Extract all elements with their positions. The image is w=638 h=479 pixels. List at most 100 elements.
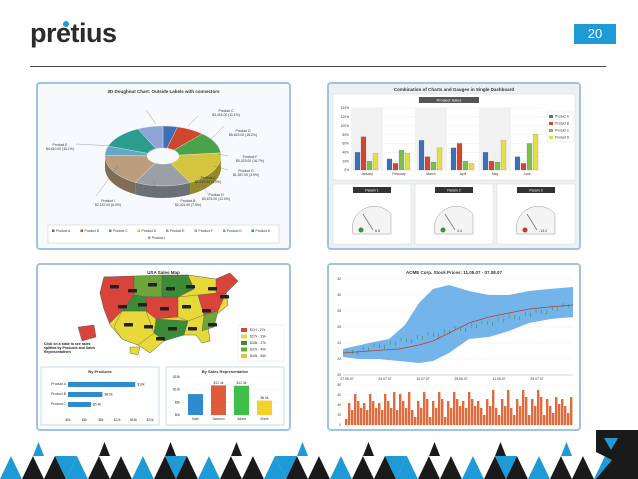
state-value-tag[interactable] (186, 285, 195, 289)
volume-bar[interactable] (504, 406, 507, 425)
sales-bar[interactable] (482, 152, 489, 171)
state-value-tag[interactable] (144, 325, 153, 329)
volume-bar[interactable] (417, 401, 420, 425)
product-bar[interactable] (68, 392, 103, 397)
donut-legend-item[interactable]: Product B (85, 229, 100, 233)
volume-bar[interactable] (528, 415, 531, 425)
volume-bar[interactable] (558, 404, 561, 425)
sales-bar[interactable] (468, 163, 475, 171)
volume-bar[interactable] (435, 408, 438, 425)
volume-bar[interactable] (531, 399, 534, 425)
volume-bar[interactable] (366, 410, 369, 425)
volume-bar[interactable] (372, 401, 375, 425)
volume-bar[interactable] (519, 406, 522, 425)
state-value-tag[interactable] (138, 303, 147, 307)
volume-bar[interactable] (489, 406, 492, 425)
volume-bar[interactable] (561, 399, 564, 425)
product-bar[interactable] (68, 382, 136, 387)
sales-bar[interactable] (398, 149, 405, 171)
volume-bar[interactable] (357, 401, 360, 425)
volume-bar[interactable] (462, 401, 465, 425)
sales-bar[interactable] (372, 153, 379, 171)
state-value-tag[interactable] (156, 337, 165, 341)
state-value-tag[interactable] (208, 323, 217, 327)
volume-bar[interactable] (408, 392, 411, 425)
volume-bar[interactable] (486, 399, 489, 425)
volume-bar[interactable] (567, 413, 570, 425)
state-value-tag[interactable] (202, 309, 211, 313)
state-value-tag[interactable] (220, 295, 229, 299)
volume-bar[interactable] (363, 403, 366, 425)
state-value-tag[interactable] (208, 287, 217, 291)
sales-bar[interactable] (494, 161, 501, 171)
volume-bar[interactable] (516, 399, 519, 425)
sales-bar[interactable] (450, 147, 457, 171)
volume-bar[interactable] (459, 406, 462, 425)
state-value-tag[interactable] (188, 327, 197, 331)
volume-bar[interactable] (552, 413, 555, 425)
volume-bar[interactable] (525, 397, 528, 425)
rep-bar[interactable] (211, 385, 226, 415)
volume-bar[interactable] (456, 399, 459, 425)
volume-bar[interactable] (543, 415, 546, 425)
volume-bar[interactable] (390, 408, 393, 425)
volume-bar[interactable] (468, 392, 471, 425)
sales-bar[interactable] (462, 161, 469, 171)
volume-bar[interactable] (540, 397, 543, 425)
volume-bar[interactable] (444, 417, 447, 425)
volume-bar[interactable] (483, 415, 486, 425)
volume-bar[interactable] (474, 406, 477, 425)
volume-bar[interactable] (375, 408, 378, 425)
volume-bar[interactable] (438, 392, 441, 425)
state-value-tag[interactable] (182, 305, 191, 309)
volume-bar[interactable] (564, 406, 567, 425)
volume-bar[interactable] (351, 410, 354, 425)
donut-legend-item[interactable]: Product A (56, 229, 71, 233)
volume-bar[interactable] (393, 392, 396, 425)
rep-bar[interactable] (188, 394, 203, 415)
donut-legend-item[interactable]: Product D (142, 229, 157, 233)
combo-legend-item[interactable]: Product B (555, 122, 569, 126)
volume-bar[interactable] (510, 408, 513, 425)
volume-bar[interactable] (471, 399, 474, 425)
sales-bar[interactable] (532, 134, 539, 171)
combo-legend-item[interactable]: Product C (555, 129, 570, 133)
sales-bar[interactable] (424, 156, 431, 171)
rep-bar[interactable] (257, 400, 272, 415)
volume-bar[interactable] (465, 408, 468, 425)
state-value-tag[interactable] (160, 307, 169, 311)
volume-bar[interactable] (429, 417, 432, 425)
volume-bar[interactable] (450, 408, 453, 425)
donut-legend-item[interactable]: Product H (256, 229, 271, 233)
sales-bar[interactable] (456, 143, 463, 171)
sales-bar[interactable] (520, 163, 527, 171)
rep-bar[interactable] (234, 385, 249, 415)
volume-bar[interactable] (555, 397, 558, 425)
volume-bar[interactable] (501, 399, 504, 425)
state-value-tag[interactable] (118, 305, 127, 309)
donut-slice-side[interactable] (105, 155, 136, 195)
volume-bar[interactable] (348, 403, 351, 425)
volume-bar[interactable] (447, 401, 450, 425)
volume-bar[interactable] (441, 399, 444, 425)
donut-legend-item[interactable]: Product E (170, 229, 185, 233)
volume-bar[interactable] (513, 415, 516, 425)
donut-legend-item[interactable]: Product I (152, 236, 165, 240)
volume-bar[interactable] (396, 410, 399, 425)
volume-bar[interactable] (378, 403, 381, 425)
sales-bar[interactable] (514, 156, 521, 171)
sales-bar[interactable] (392, 163, 399, 171)
state-value-tag[interactable] (166, 287, 175, 291)
sales-bar[interactable] (500, 140, 507, 171)
sales-bar[interactable] (430, 161, 437, 171)
state-value-tag[interactable] (148, 283, 157, 287)
volume-bar[interactable] (570, 397, 573, 425)
volume-bar[interactable] (354, 394, 357, 425)
sales-bar[interactable] (526, 143, 533, 171)
donut-legend-item[interactable]: Product C (113, 229, 128, 233)
sales-bar[interactable] (418, 140, 425, 171)
donut-slice[interactable] (137, 125, 164, 149)
volume-bar[interactable] (549, 406, 552, 425)
volume-bar[interactable] (345, 419, 348, 425)
donut-legend-item[interactable]: Product F (199, 229, 213, 233)
